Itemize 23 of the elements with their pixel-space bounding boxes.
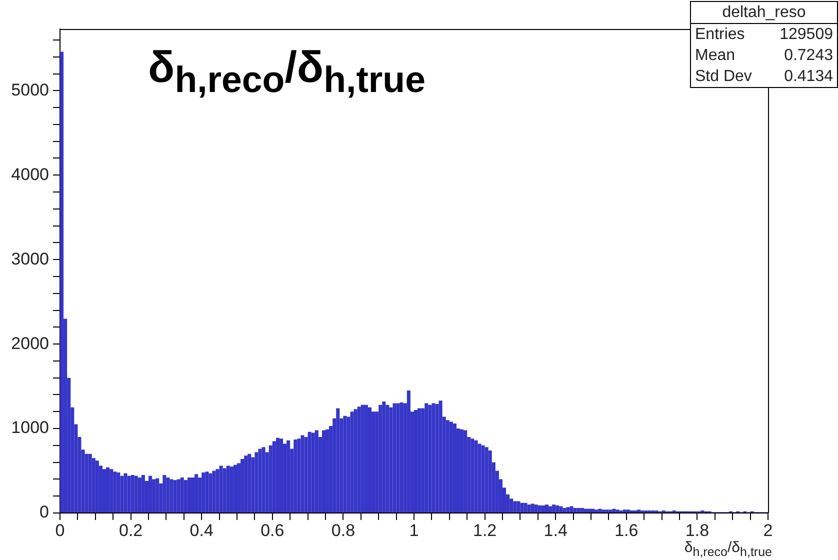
x-tick-label: 1.2 bbox=[472, 520, 497, 540]
x-tick-label: 0.6 bbox=[260, 520, 284, 540]
text: deltah_reso bbox=[691, 2, 837, 24]
x-tick-label: 0 bbox=[55, 520, 65, 540]
y-tick-label: 1000 bbox=[11, 418, 49, 438]
x-tick-label: 0.8 bbox=[331, 520, 356, 540]
x-tick-label: 1.4 bbox=[544, 520, 568, 540]
x-tick-label: 1.8 bbox=[685, 520, 710, 540]
y-tick-label: 0 bbox=[40, 502, 49, 522]
text: Entries 129509 bbox=[695, 26, 833, 43]
x-axis-title: δ$_{h,reco}$/δ$_{h,true}$ bbox=[684, 539, 772, 559]
x-tick-label: 0.2 bbox=[118, 520, 143, 540]
chart-title: δ$_{h,reco}$/δ$_{h,true}$ bbox=[148, 42, 426, 102]
y-tick-label: 3000 bbox=[11, 249, 49, 268]
text: Mean 0.7243 bbox=[695, 47, 833, 64]
text: Std Dev 0.4134 bbox=[695, 68, 833, 85]
x-tick-label: 2 bbox=[763, 520, 773, 540]
x-tick-label: 0.4 bbox=[190, 520, 214, 540]
x-tick-label: 1.6 bbox=[614, 520, 638, 540]
y-tick-label: 4000 bbox=[11, 164, 49, 184]
x-tick-label: 1 bbox=[409, 520, 419, 540]
y-tick-label: 5000 bbox=[11, 80, 49, 100]
y-tick-label: 2000 bbox=[11, 334, 49, 353]
